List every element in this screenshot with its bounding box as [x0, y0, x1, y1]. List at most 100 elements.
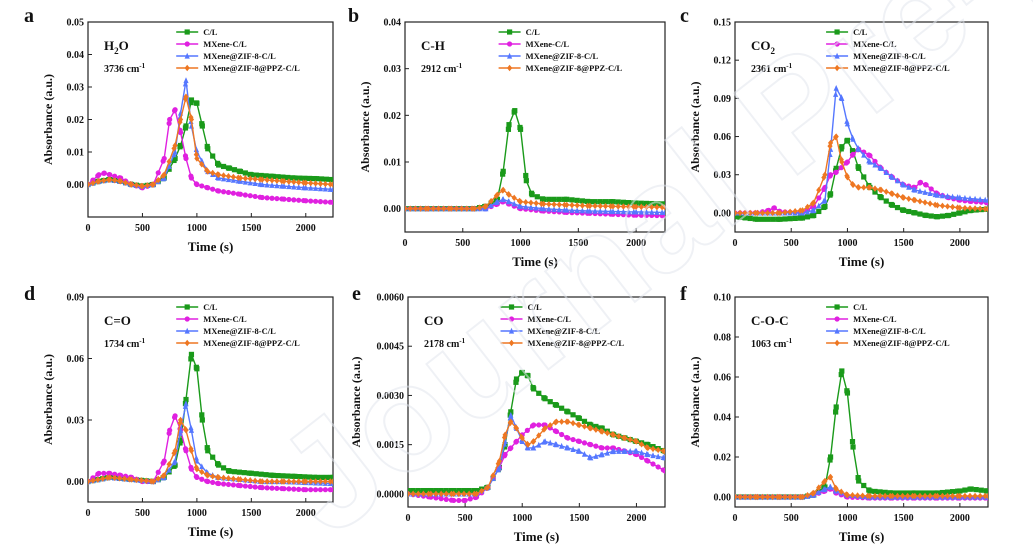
data-point — [199, 412, 205, 418]
data-point — [297, 474, 303, 480]
data-point — [811, 207, 817, 213]
data-point — [533, 200, 539, 207]
legend-label: MXene@ZIF-8@PPZ-C/L — [853, 338, 950, 348]
data-point — [839, 95, 845, 101]
data-point — [183, 77, 189, 84]
data-point — [901, 207, 907, 213]
chart-panel-e: e 0 500 1000 1500 2000 0.0000 0.0015 0.0030 0.004… — [349, 283, 666, 544]
legend-marker — [508, 316, 515, 322]
data-point — [443, 496, 449, 502]
data-point — [581, 440, 588, 446]
legend-marker — [184, 304, 190, 310]
data-point — [927, 492, 933, 500]
data-point — [312, 185, 319, 191]
x-tick-label: 0 — [86, 223, 91, 234]
data-point — [977, 205, 983, 212]
y-tick-label: 0.01 — [67, 148, 85, 159]
y-tick-label: 0.02 — [67, 115, 85, 126]
data-point — [280, 174, 286, 180]
data-point — [839, 144, 845, 150]
chart-panel-f: f 0 500 1000 1500 2000 0.00 0.02 0.04 0.06 0.08 0.1… — [680, 283, 989, 544]
legend-label: MXene@ZIF-8-C/L — [528, 326, 601, 336]
data-point — [564, 201, 570, 209]
data-point — [188, 175, 195, 181]
y-tick-label: 0.00 — [67, 180, 85, 191]
legend-marker — [508, 327, 515, 334]
data-point — [638, 441, 645, 448]
data-point — [593, 423, 599, 430]
data-point — [531, 444, 537, 451]
data-point — [291, 197, 297, 203]
data-point — [133, 182, 140, 189]
data-point — [615, 208, 621, 215]
data-point — [155, 475, 161, 482]
data-point — [839, 368, 845, 374]
data-point — [172, 142, 178, 149]
data-point — [506, 191, 512, 198]
legend-marker — [184, 52, 190, 59]
legend-label: C/L — [853, 302, 868, 312]
data-point — [889, 492, 896, 500]
data-point — [172, 413, 178, 419]
data-point — [611, 431, 617, 439]
data-point — [100, 475, 106, 482]
data-point — [849, 492, 856, 499]
data-point — [237, 476, 244, 483]
data-point — [816, 202, 822, 209]
data-point — [799, 207, 806, 214]
data-point — [317, 180, 324, 187]
legend-marker — [834, 327, 840, 334]
data-point — [494, 191, 501, 198]
data-point — [172, 457, 178, 464]
data-point — [827, 142, 833, 150]
data-point — [533, 204, 539, 211]
data-point — [626, 208, 632, 215]
data-point — [453, 205, 460, 212]
data-point — [302, 175, 308, 181]
data-point — [259, 194, 265, 201]
plot-frame — [734, 21, 989, 233]
data-point — [183, 93, 189, 100]
data-point — [428, 490, 434, 498]
data-point — [258, 172, 264, 179]
data-point — [654, 209, 660, 215]
x-tick-label: 0 — [733, 513, 738, 524]
data-point — [951, 211, 957, 217]
data-point — [96, 470, 102, 476]
data-point — [155, 176, 161, 184]
data-point — [638, 454, 645, 461]
x-axis-label: Time (s) — [514, 529, 560, 544]
data-point — [479, 487, 485, 495]
data-point — [633, 200, 639, 206]
data-point — [462, 497, 468, 504]
data-point — [597, 208, 603, 214]
data-point — [597, 199, 603, 205]
data-point — [193, 454, 199, 461]
data-point — [205, 478, 211, 485]
data-point — [291, 478, 297, 485]
data-point — [139, 182, 146, 190]
data-point — [655, 464, 661, 470]
data-point — [559, 431, 565, 438]
data-point — [259, 181, 265, 188]
data-point — [957, 488, 963, 494]
data-point — [314, 474, 320, 480]
data-point — [844, 120, 851, 127]
data-point — [735, 493, 738, 501]
data-point — [844, 491, 851, 499]
data-point — [556, 201, 562, 208]
data-point — [183, 427, 189, 434]
data-point — [286, 196, 292, 203]
data-point — [519, 434, 525, 442]
x-tick-label: 1500 — [894, 513, 914, 524]
series-group — [735, 84, 988, 222]
data-point — [559, 442, 565, 449]
x-tick-label: 2000 — [950, 238, 970, 249]
data-point — [270, 472, 276, 478]
data-point — [529, 192, 535, 198]
data-point — [633, 208, 639, 215]
data-point — [281, 182, 287, 189]
legend-label: MXene-C/L — [203, 314, 247, 324]
data-point — [889, 174, 896, 180]
panel-title: C-H — [421, 38, 445, 53]
